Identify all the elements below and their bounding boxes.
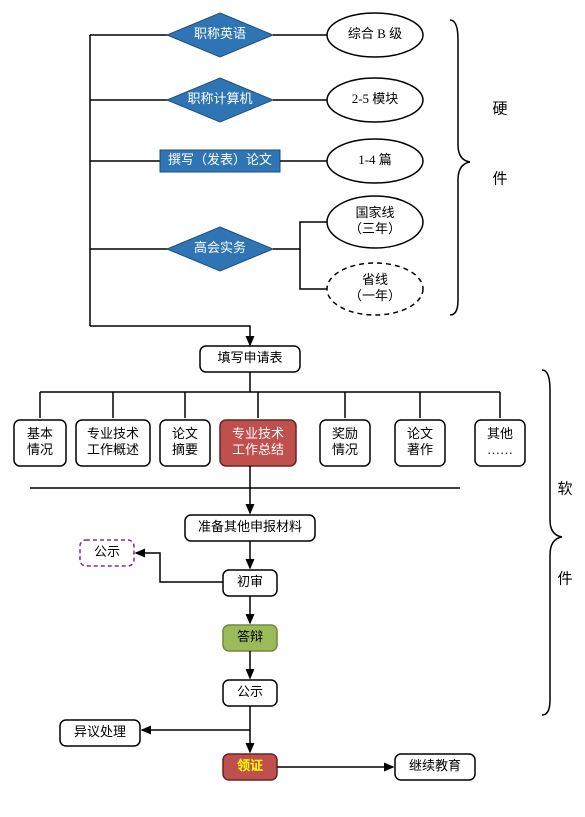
- svg-text:论文: 论文: [407, 426, 433, 441]
- cat-box-4: 奖励 情况: [320, 420, 370, 466]
- ellipse-english: 综合 B 级: [327, 13, 423, 57]
- ellipse-national: 国家线 （三年）: [327, 196, 423, 248]
- ellipse-computer: 2-5 模块: [327, 78, 423, 122]
- svg-text:（三年）: （三年）: [349, 221, 401, 236]
- svg-text:国家线: 国家线: [355, 205, 394, 220]
- svg-text:职称英语: 职称英语: [194, 26, 246, 41]
- svg-text:公示: 公示: [94, 544, 120, 559]
- svg-text:……: ……: [487, 442, 513, 457]
- svg-text:（一年）: （一年）: [349, 288, 401, 303]
- svg-text:论文: 论文: [172, 426, 198, 441]
- diamond-english: 职称英语: [167, 13, 273, 57]
- svg-text:综合 B 级: 综合 B 级: [348, 26, 402, 41]
- svg-text:答辩: 答辩: [237, 629, 263, 644]
- side-label-soft-2: 件: [557, 570, 572, 587]
- box-publicity2: 公示: [223, 680, 277, 706]
- diamond-computer: 职称计算机: [167, 78, 273, 122]
- svg-text:工作概述: 工作概述: [87, 442, 139, 457]
- svg-text:撰写（发表）论文: 撰写（发表）论文: [168, 152, 272, 167]
- svg-text:摘要: 摘要: [172, 442, 198, 457]
- cat-box-6: 其他 ……: [475, 420, 525, 466]
- side-label-hard-1: 硬: [492, 100, 507, 117]
- flowchart: 职称英语 职称计算机 撰写（发表）论文 高会实务 综合 B 级 2-5 模块 1…: [0, 0, 585, 817]
- diamond-practice: 高会实务: [167, 227, 273, 271]
- svg-text:奖励: 奖励: [332, 426, 358, 441]
- svg-text:异议处理: 异议处理: [74, 724, 126, 739]
- svg-text:专业技术: 专业技术: [232, 426, 284, 441]
- svg-text:继续教育: 继续教育: [409, 758, 461, 773]
- svg-text:1-4 篇: 1-4 篇: [358, 152, 392, 167]
- svg-text:领证: 领证: [237, 758, 263, 773]
- box-publicity-dashed: 公示: [80, 540, 134, 566]
- side-label-hard-2: 件: [492, 170, 507, 187]
- box-prelim: 初审: [223, 570, 277, 596]
- svg-text:情况: 情况: [332, 442, 358, 457]
- cat-box-0: 基本 情况: [14, 420, 66, 466]
- svg-text:情况: 情况: [27, 442, 53, 457]
- cat-box-1: 专业技术 工作概述: [76, 420, 150, 466]
- box-cert: 领证: [223, 754, 277, 780]
- svg-text:初审: 初审: [237, 574, 263, 589]
- cat-box-3: 专业技术 工作总结: [220, 420, 296, 466]
- cat-box-2: 论文 摘要: [160, 420, 210, 466]
- box-fill-form: 填写申请表: [200, 346, 300, 372]
- rect-paper: 撰写（发表）论文: [160, 150, 280, 172]
- box-defense: 答辩: [223, 625, 277, 651]
- svg-text:高会实务: 高会实务: [194, 240, 246, 255]
- svg-text:职称计算机: 职称计算机: [187, 91, 252, 106]
- box-prepare: 准备其他申报材料: [185, 515, 315, 541]
- svg-text:其他: 其他: [487, 426, 513, 441]
- svg-text:省线: 省线: [362, 272, 388, 287]
- cat-box-5: 论文 著作: [395, 420, 445, 466]
- ellipse-provincial: 省线 （一年）: [327, 263, 423, 315]
- svg-text:专业技术: 专业技术: [87, 426, 139, 441]
- box-edu: 继续教育: [395, 754, 475, 780]
- svg-text:2-5 模块: 2-5 模块: [352, 91, 399, 106]
- box-objection: 异议处理: [60, 720, 140, 746]
- side-label-soft-1: 软: [557, 480, 572, 497]
- svg-text:公示: 公示: [237, 684, 263, 699]
- svg-text:著作: 著作: [407, 442, 433, 457]
- svg-text:工作总结: 工作总结: [232, 442, 284, 457]
- ellipse-paper: 1-4 篇: [327, 139, 423, 183]
- svg-text:基本: 基本: [27, 426, 53, 441]
- svg-text:准备其他申报材料: 准备其他申报材料: [198, 519, 302, 534]
- svg-text:填写申请表: 填写申请表: [217, 350, 282, 365]
